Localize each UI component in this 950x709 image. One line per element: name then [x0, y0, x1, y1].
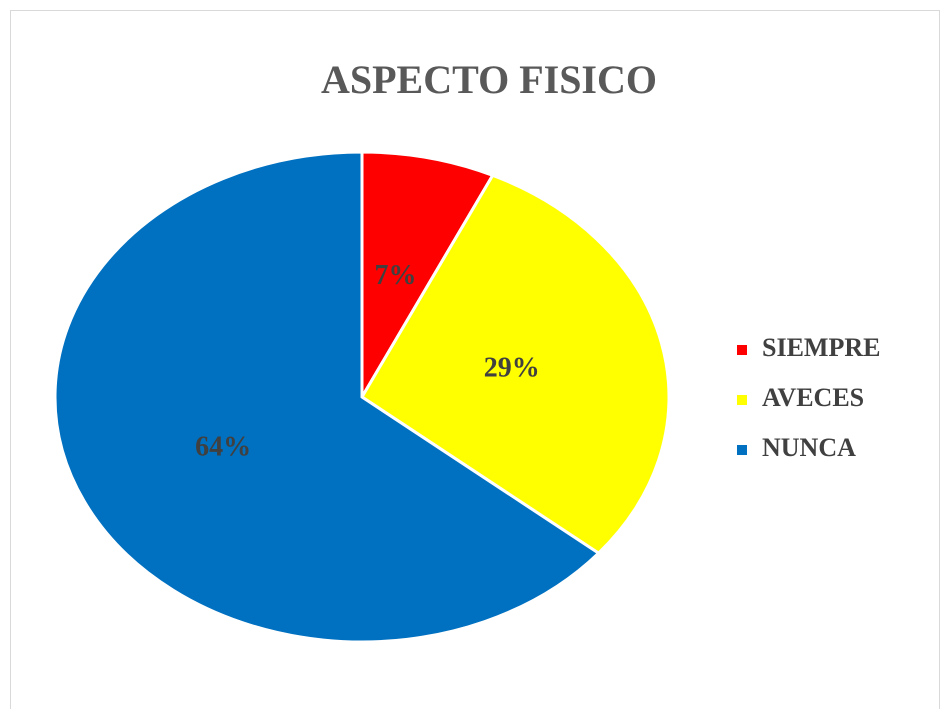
- legend-label: SIEMPRE: [762, 333, 880, 362]
- data-label: 29%: [484, 353, 540, 384]
- data-label: 7%: [374, 260, 416, 291]
- chart-title: ASPECTO FISICO: [321, 57, 657, 102]
- pie-slice: [359, 173, 671, 556]
- legend-label: NUNCA: [762, 433, 856, 462]
- legend-swatch: [737, 395, 747, 405]
- legend-swatch: [737, 445, 747, 455]
- legend-swatch: [737, 345, 747, 355]
- data-label: 64%: [195, 432, 251, 463]
- legend-label: AVECES: [762, 383, 864, 412]
- pie-slice: [360, 150, 495, 403]
- pie-slice: [53, 150, 601, 644]
